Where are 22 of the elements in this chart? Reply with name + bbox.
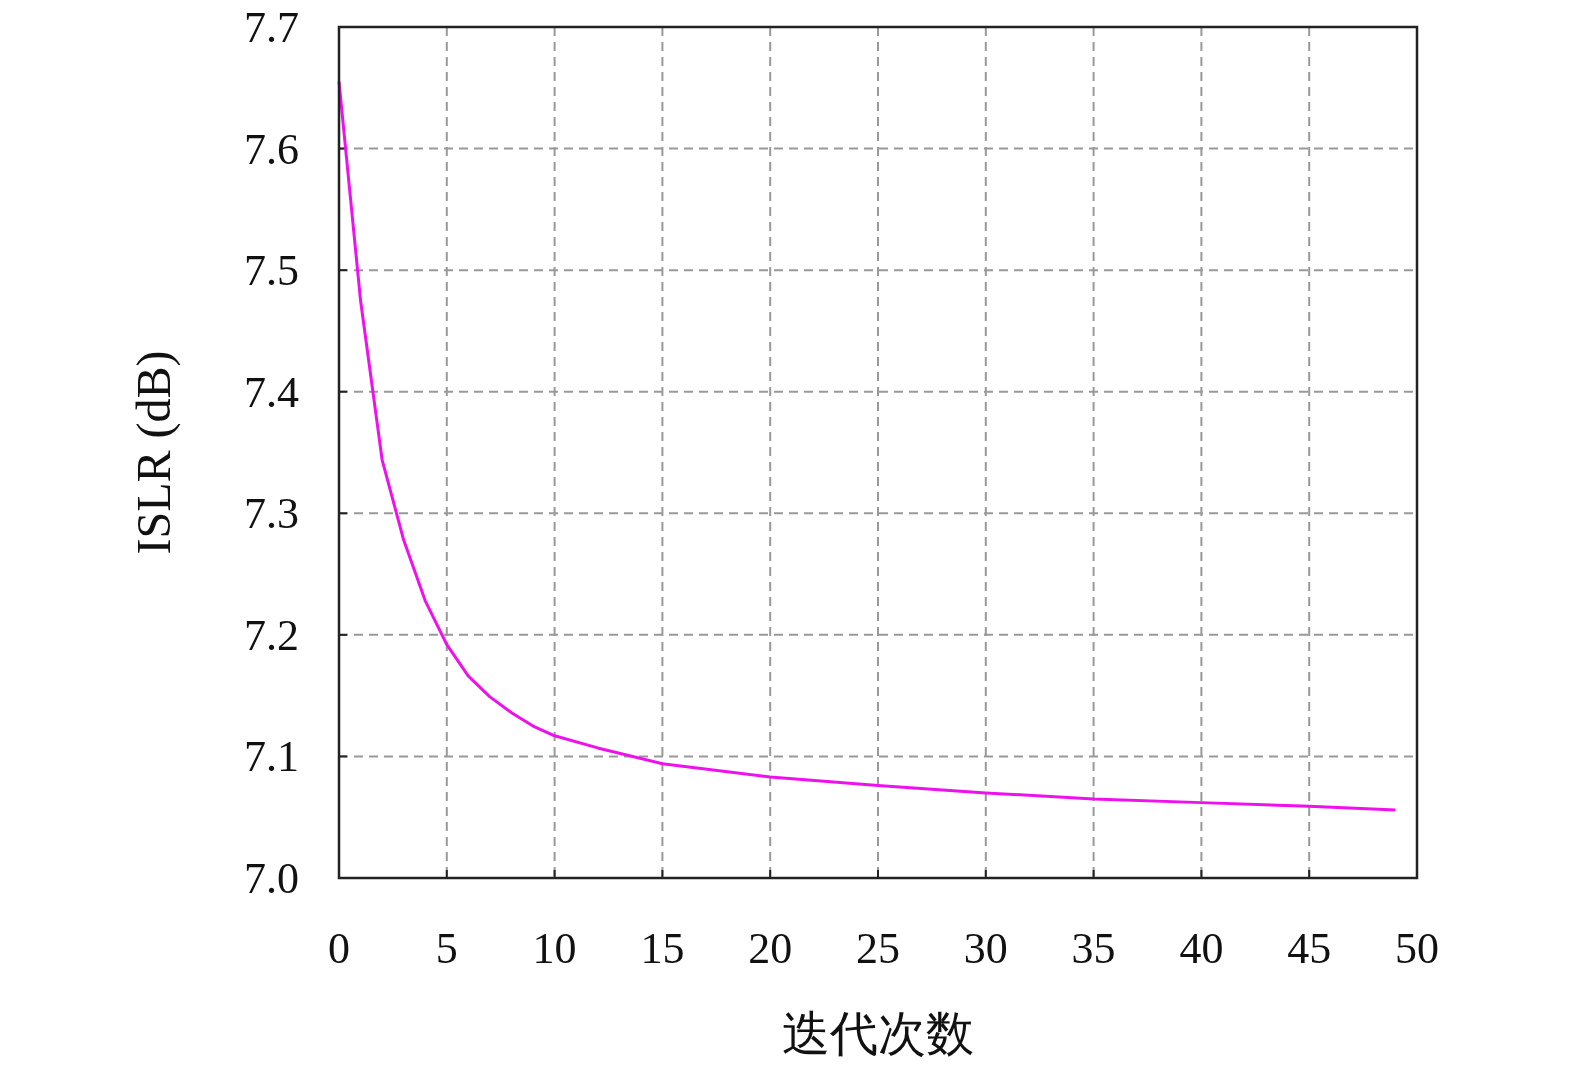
y-tick-label: 7.1 bbox=[244, 732, 299, 782]
x-tick-label: 50 bbox=[1395, 924, 1439, 973]
x-tick-label: 35 bbox=[1071, 924, 1116, 973]
x-tick-label: 45 bbox=[1287, 924, 1332, 973]
x-tick-label: 40 bbox=[1179, 924, 1224, 973]
y-tick-label: 7.4 bbox=[244, 367, 299, 417]
y-tick-label: 7.0 bbox=[244, 854, 299, 903]
x-tick-label: 25 bbox=[856, 924, 900, 973]
y-axis-title: ISLR (dB) bbox=[127, 350, 181, 555]
y-tick-label: 7.5 bbox=[244, 246, 299, 296]
x-tick-label: 15 bbox=[640, 924, 685, 973]
y-tick-label: 7.3 bbox=[244, 489, 299, 539]
y-tick-label: 7.2 bbox=[244, 610, 299, 660]
x-tick-label: 20 bbox=[748, 924, 793, 973]
y-tick-label: 7.7 bbox=[244, 3, 299, 52]
y-tick-label: 7.6 bbox=[244, 124, 299, 174]
line-series bbox=[337, 80, 1397, 812]
x-tick-label: 10 bbox=[532, 924, 577, 973]
x-axis-title: 迭代次数 bbox=[782, 1007, 974, 1060]
x-tick-label: 0 bbox=[328, 924, 350, 973]
x-tick-label: 30 bbox=[963, 924, 1008, 973]
x-tick-label: 5 bbox=[435, 924, 458, 973]
